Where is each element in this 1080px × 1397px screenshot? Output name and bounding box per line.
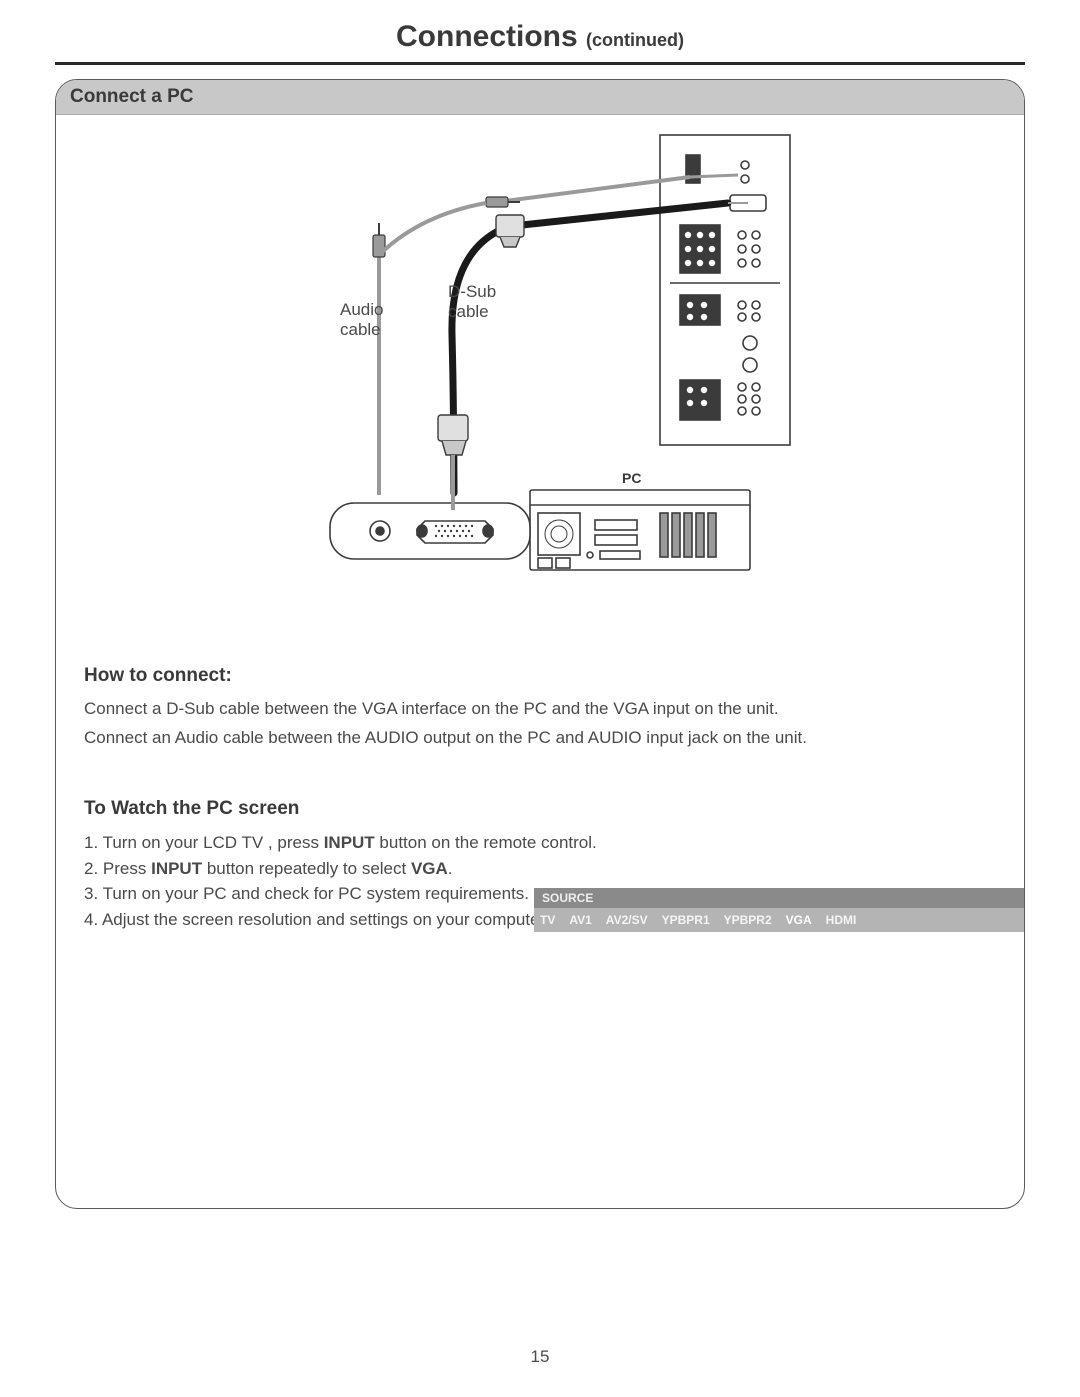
source-item-ypbpr2: YPBPR2 [724, 913, 772, 927]
source-item-vga: VGA [786, 913, 812, 927]
source-osd: SOURCE TV AV1 AV2/SV YPBPR1 YPBPR2 VGA HDMI [534, 888, 1024, 932]
source-item-tv: TV [540, 913, 555, 927]
source-item-hdmi: HDMI [826, 913, 857, 927]
step-1: 1. Turn on your LCD TV , press INPUT but… [84, 830, 996, 856]
title-sub: (continued) [586, 30, 684, 50]
title-main: Connections [396, 20, 578, 53]
content-panel: Connect a PC [55, 79, 1025, 1209]
how-to-line2: Connect an Audio cable between the AUDIO… [84, 726, 996, 751]
instruction-text: How to connect: Connect a D-Sub cable be… [56, 625, 1024, 932]
source-item-ypbpr1: YPBPR1 [662, 913, 710, 927]
svg-text:cable: cable [448, 302, 489, 321]
title-rule [55, 62, 1025, 65]
how-to-connect-heading: How to connect: [84, 665, 996, 687]
step-2: 2. Press INPUT button repeatedly to sele… [84, 856, 996, 882]
source-row: TV AV1 AV2/SV YPBPR1 YPBPR2 VGA HDMI [534, 908, 1024, 932]
section-header: Connect a PC [56, 80, 1024, 115]
pc-label: PC [622, 470, 641, 486]
how-to-line1: Connect a D-Sub cable between the VGA in… [84, 697, 996, 722]
source-item-av1: AV1 [569, 913, 591, 927]
page-title: Connections (continued) [55, 20, 1025, 62]
page-number: 15 [0, 1347, 1080, 1367]
connection-diagram: PC [56, 115, 1024, 625]
svg-text:cable: cable [340, 320, 381, 339]
svg-text:Audio: Audio [340, 300, 383, 319]
watch-pc-heading: To Watch the PC screen [84, 798, 996, 820]
source-header: SOURCE [534, 888, 1024, 908]
source-item-av2-sv: AV2/SV [606, 913, 648, 927]
diagram-svg: PC [190, 115, 890, 615]
svg-text:D-Sub: D-Sub [448, 282, 496, 301]
